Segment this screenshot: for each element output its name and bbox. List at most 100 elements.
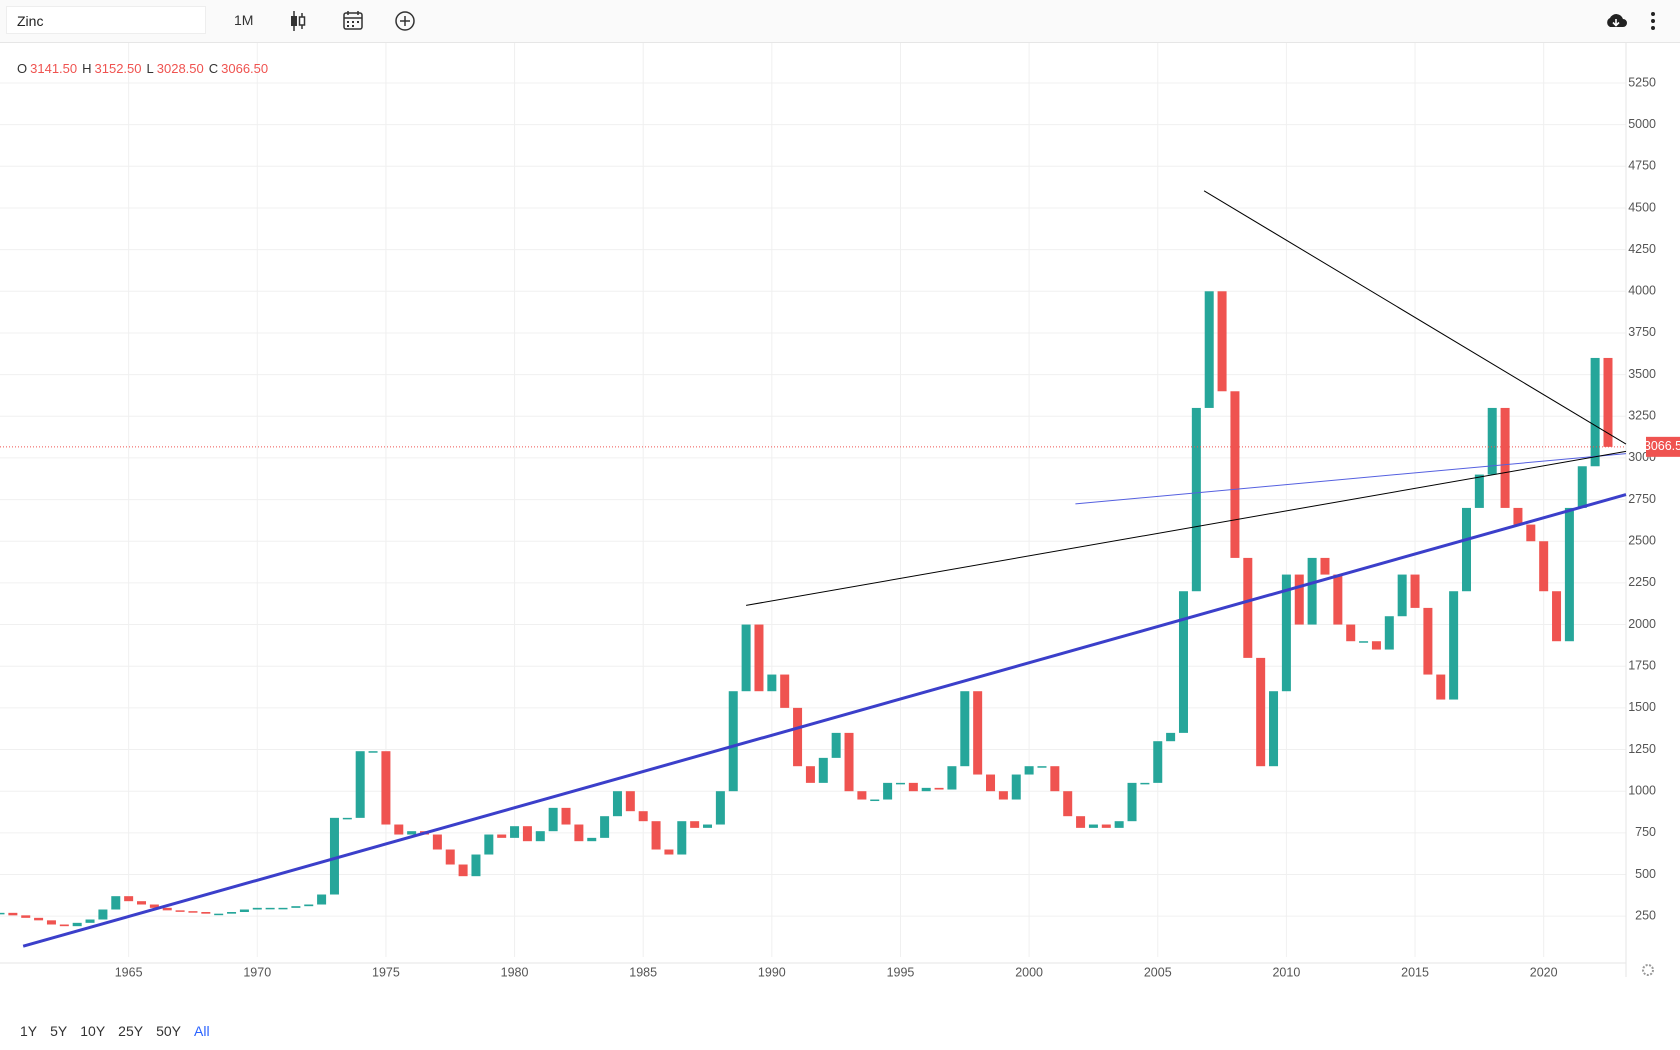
candle — [394, 824, 404, 835]
y-tick-label: 2500 — [1628, 534, 1656, 548]
candle — [1204, 291, 1214, 408]
x-tick-label: 2005 — [1144, 965, 1172, 979]
candle — [741, 624, 751, 692]
candle — [767, 674, 777, 692]
candle — [1423, 607, 1433, 675]
candle — [857, 791, 867, 800]
candle — [188, 911, 198, 913]
candle — [201, 912, 211, 914]
range-button[interactable]: 1Y — [20, 1023, 38, 1039]
interval-button[interactable]: 1M — [234, 12, 254, 28]
candle — [98, 909, 108, 920]
candle — [1371, 641, 1381, 650]
candle — [46, 920, 56, 925]
candle — [934, 787, 944, 790]
y-tick-label: 250 — [1635, 908, 1656, 922]
candle — [252, 907, 262, 910]
legend-value: 3141.50 — [30, 61, 78, 76]
legend-key: C — [208, 61, 219, 76]
candle — [1526, 524, 1536, 542]
candle — [1603, 357, 1613, 447]
candle — [1230, 391, 1240, 558]
candle — [600, 816, 610, 838]
candle — [1243, 557, 1253, 658]
chart-type-button[interactable] — [287, 9, 309, 33]
symbol-input[interactable]: Zinc — [6, 6, 206, 34]
range-button[interactable]: 25Y — [118, 1023, 144, 1039]
y-tick-label: 1250 — [1628, 742, 1656, 756]
last-price-label: 3066.5 — [1644, 439, 1680, 453]
candle — [921, 787, 931, 792]
candle — [1101, 824, 1111, 828]
candle — [162, 907, 172, 911]
candle — [368, 751, 378, 753]
candle — [1114, 821, 1124, 828]
candle — [1281, 574, 1291, 692]
candle — [1127, 782, 1137, 822]
range-selector: 1Y 5Y 10Y 25Y 50Y All — [20, 1023, 223, 1039]
candle — [715, 791, 725, 825]
x-tick-label: 1985 — [629, 965, 657, 979]
candle — [677, 821, 687, 855]
range-button[interactable]: 10Y — [80, 1023, 106, 1039]
x-tick-label: 1980 — [501, 965, 529, 979]
candle — [780, 674, 790, 708]
candle — [1178, 591, 1188, 733]
y-tick-label: 3750 — [1628, 325, 1656, 339]
candle — [214, 913, 224, 916]
candle — [497, 834, 507, 838]
range-button[interactable]: 50Y — [156, 1023, 182, 1039]
legend-key: L — [146, 61, 154, 76]
candle — [317, 894, 327, 905]
candle — [1050, 766, 1060, 792]
candle — [342, 817, 352, 820]
candle — [304, 904, 314, 907]
y-tick-label: 4250 — [1628, 242, 1656, 256]
candle — [1333, 574, 1343, 625]
candle — [1153, 741, 1163, 783]
candle — [291, 906, 301, 908]
candle — [574, 824, 584, 842]
candle — [1307, 557, 1317, 625]
download-button[interactable] — [1604, 9, 1628, 33]
candle — [870, 799, 880, 802]
trendline — [1075, 453, 1627, 505]
candle — [1063, 791, 1073, 817]
range-button[interactable]: All — [194, 1023, 210, 1039]
candle — [445, 849, 455, 865]
candle — [651, 821, 661, 850]
x-tick-label: 2020 — [1530, 965, 1558, 979]
candle — [1320, 557, 1330, 575]
candle — [973, 691, 983, 775]
settings-button[interactable] — [1642, 964, 1654, 976]
menu-button[interactable] — [1646, 9, 1660, 33]
candle — [625, 791, 635, 812]
candle — [1037, 766, 1047, 768]
candle — [175, 910, 185, 912]
candle — [960, 691, 970, 767]
y-tick-label: 2000 — [1628, 617, 1656, 631]
candle — [587, 837, 597, 842]
add-indicator-button[interactable] — [393, 9, 417, 33]
candle — [818, 757, 828, 783]
x-tick-label: 1970 — [243, 965, 271, 979]
candle — [1294, 574, 1304, 625]
candle — [535, 831, 545, 842]
candle — [1474, 474, 1484, 508]
candle — [1346, 624, 1356, 642]
candle — [805, 766, 815, 783]
y-tick-label: 750 — [1635, 825, 1656, 839]
candle — [728, 691, 738, 792]
candle — [1217, 291, 1227, 392]
calendar-button[interactable] — [341, 9, 365, 33]
candle — [111, 896, 121, 910]
range-button[interactable]: 5Y — [50, 1023, 68, 1039]
ohlc-legend: O 3141.50 H 3152.50 L 3028.50 C 3066.50 — [17, 61, 273, 76]
y-tick-label: 2250 — [1628, 575, 1656, 589]
candle — [1539, 541, 1549, 592]
candle — [458, 864, 468, 877]
candle — [831, 732, 841, 758]
toolbar: Zinc 1M — [0, 0, 1680, 43]
candle — [510, 826, 520, 838]
candle — [1166, 732, 1176, 742]
